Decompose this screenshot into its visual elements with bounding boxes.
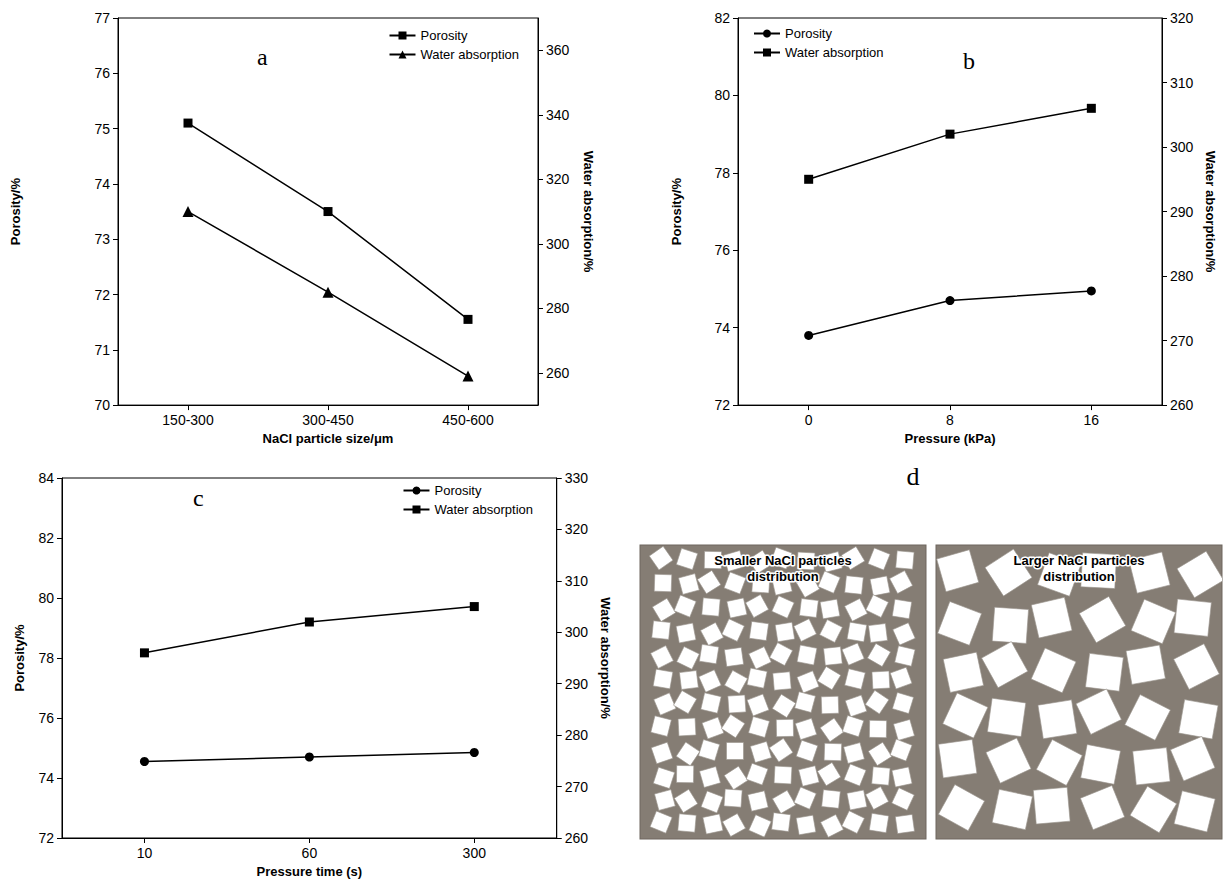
svg-text:310: 310 [1170,75,1194,91]
svg-text:60: 60 [302,845,318,861]
svg-text:260: 260 [1170,397,1194,413]
svg-text:72: 72 [94,287,110,303]
svg-text:d: d [907,462,920,491]
svg-text:320: 320 [546,171,570,187]
svg-text:360: 360 [546,42,570,58]
svg-text:Pressure time (s): Pressure time (s) [257,864,363,879]
svg-text:Porosity: Porosity [434,483,481,498]
svg-text:300: 300 [565,624,589,640]
svg-text:82: 82 [38,530,54,546]
svg-text:Porosity/%: Porosity/% [12,624,27,692]
svg-text:76: 76 [94,65,110,81]
svg-text:Porosity: Porosity [785,26,832,41]
svg-text:150-300: 150-300 [162,412,214,428]
svg-text:Water absorption/%: Water absorption/% [1203,151,1218,273]
svg-text:300: 300 [546,236,570,252]
svg-text:270: 270 [1170,333,1194,349]
svg-text:0: 0 [805,412,813,428]
svg-text:71: 71 [94,342,110,358]
svg-text:74: 74 [94,176,110,192]
svg-text:c: c [193,485,204,511]
svg-text:distribution: distribution [747,569,819,584]
svg-text:290: 290 [565,676,589,692]
svg-text:NaCl particle size/μm: NaCl particle size/μm [263,431,394,446]
svg-text:320: 320 [565,521,589,537]
svg-text:320: 320 [1170,10,1194,26]
svg-text:290: 290 [1170,204,1194,220]
svg-text:75: 75 [94,121,110,137]
svg-text:Pressure (kPa): Pressure (kPa) [904,431,995,446]
svg-text:80: 80 [714,87,730,103]
svg-text:450-600: 450-600 [442,412,494,428]
svg-text:Porosity: Porosity [420,28,467,43]
svg-text:80: 80 [38,590,54,606]
svg-text:78: 78 [714,165,730,181]
svg-text:8: 8 [946,412,954,428]
svg-text:77: 77 [94,10,110,26]
svg-text:76: 76 [38,710,54,726]
svg-text:Water absorption: Water absorption [420,47,519,62]
svg-text:72: 72 [714,397,730,413]
svg-text:16: 16 [1084,412,1100,428]
svg-text:300: 300 [463,845,487,861]
svg-text:Larger NaCl particles: Larger NaCl particles [1014,553,1145,568]
svg-text:74: 74 [38,770,54,786]
svg-text:Smaller NaCl particles: Smaller NaCl particles [714,553,851,568]
svg-text:Water absorption: Water absorption [785,45,884,60]
svg-text:300: 300 [1170,139,1194,155]
svg-text:Porosity/%: Porosity/% [669,178,684,246]
svg-text:Water absorption: Water absorption [434,502,533,517]
svg-text:260: 260 [565,830,589,846]
svg-text:260: 260 [546,365,570,381]
svg-text:280: 280 [1170,268,1194,284]
svg-text:74: 74 [714,320,730,336]
svg-text:82: 82 [714,10,730,26]
svg-text:b: b [963,48,975,74]
svg-text:270: 270 [565,779,589,795]
svg-text:Porosity/%: Porosity/% [8,178,23,246]
svg-text:73: 73 [94,231,110,247]
svg-text:70: 70 [94,397,110,413]
svg-text:340: 340 [546,107,570,123]
svg-text:72: 72 [38,830,54,846]
svg-text:84: 84 [38,470,54,486]
svg-text:Water absorption/%: Water absorption/% [581,151,596,273]
svg-text:Water absorption/%: Water absorption/% [598,597,613,719]
svg-text:330: 330 [565,470,589,486]
svg-text:a: a [257,44,268,70]
svg-text:310: 310 [565,573,589,589]
svg-text:78: 78 [38,650,54,666]
svg-text:280: 280 [546,300,570,316]
svg-text:300-450: 300-450 [302,412,354,428]
svg-text:10: 10 [137,845,153,861]
svg-text:280: 280 [565,727,589,743]
svg-text:76: 76 [714,242,730,258]
svg-text:distribution: distribution [1043,569,1115,584]
